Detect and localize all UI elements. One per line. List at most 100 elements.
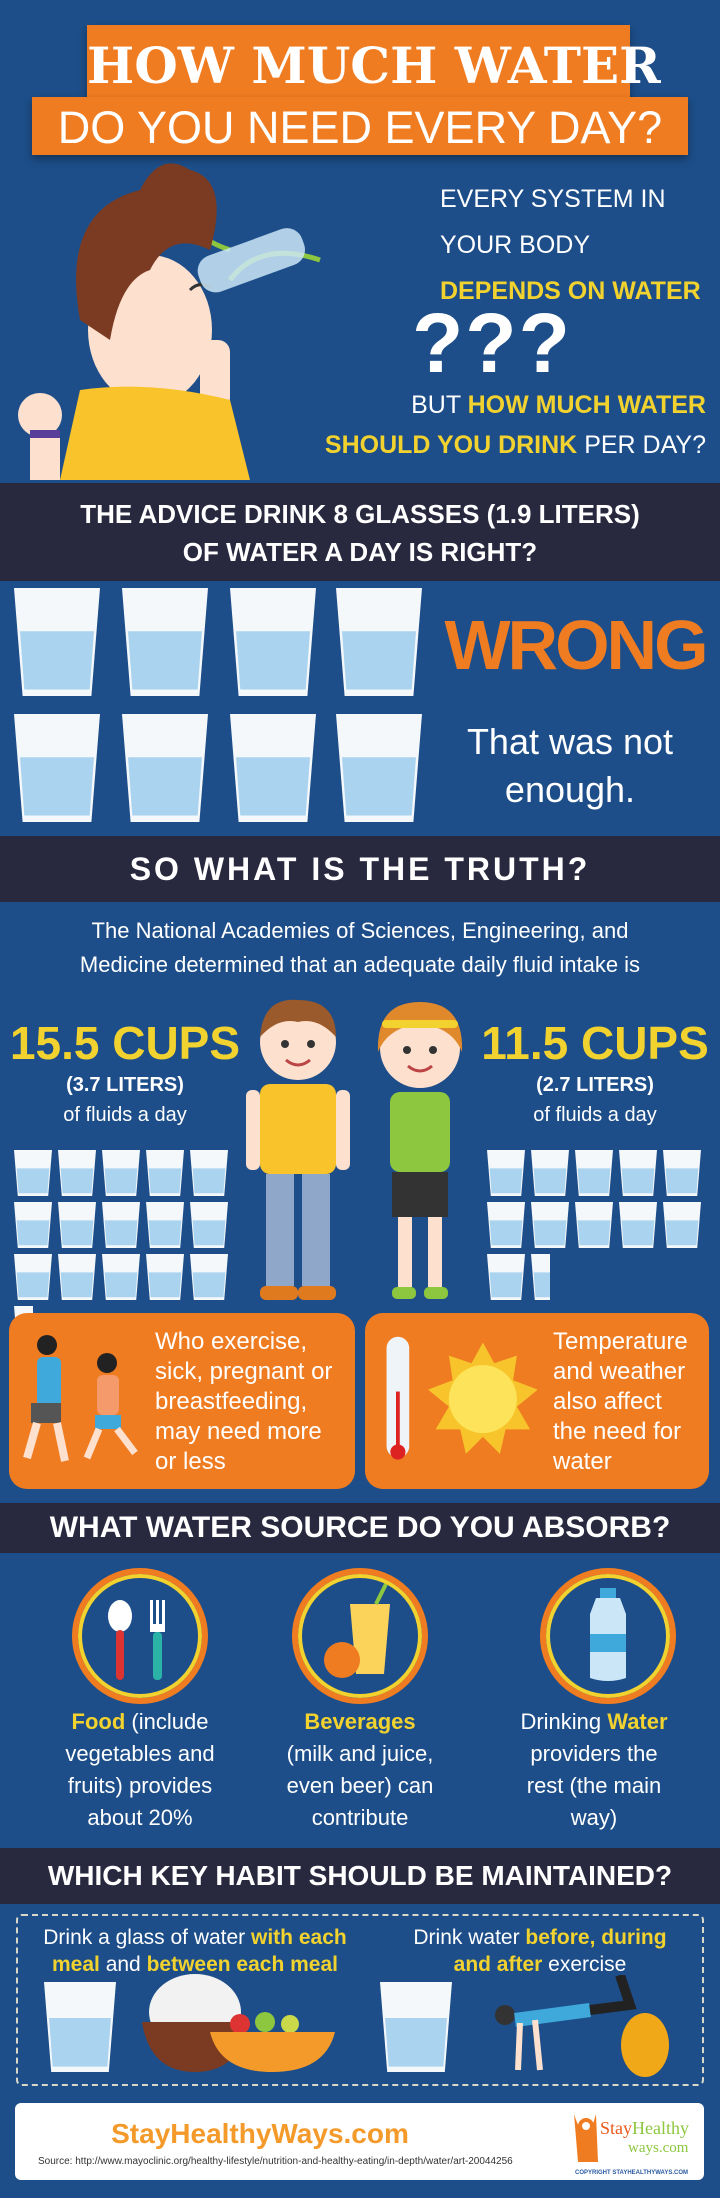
factor-line: and weather: [553, 1358, 686, 1385]
note-line2: enough.: [504, 769, 636, 810]
para-line2: Medicine determined that an adequate dai…: [79, 952, 641, 977]
meal-a: Drink a glass of water: [43, 1926, 252, 1949]
cup-icon: [531, 1254, 550, 1300]
cup-icon: [102, 1254, 140, 1300]
truth-paragraph: The National Academies of Sciences, Engi…: [0, 914, 720, 982]
water-line: rest (the main: [526, 1773, 662, 1798]
intro-question: BUT HOW MUCH WATER SHOULD YOU DRINK PER …: [325, 385, 706, 465]
water-glass-icon: [230, 714, 316, 822]
page-title-line1: HOW MUCH WATER: [87, 36, 661, 95]
beverage-line: even beer) can: [286, 1773, 434, 1798]
meal-e: between each meal: [146, 1953, 338, 1976]
truth-heading: SO WHAT IS THE TRUTH?: [0, 836, 720, 902]
water-line: providers the: [530, 1741, 658, 1766]
water-pre: Drinking: [520, 1709, 608, 1734]
water-glass-icon: [336, 588, 422, 696]
cup-icon: [146, 1150, 184, 1196]
thermometer-sun-icon: [386, 1336, 538, 1460]
ex-a: Drink water: [413, 1926, 526, 1949]
men-cups: 15.5 CUPS: [9, 1017, 241, 1069]
cup-icon: [487, 1202, 525, 1248]
water-glass-icon: [230, 588, 316, 696]
water-glass-icon: [122, 714, 208, 822]
cup-icon: [102, 1150, 140, 1196]
factor-card-weather: Temperature and weather also affect the nee…: [365, 1313, 709, 1489]
utensils-icon: [108, 1600, 165, 1680]
logo-figure-icon: [574, 2114, 598, 2162]
runners-icon: [23, 1335, 138, 1462]
cup-icon: [531, 1202, 569, 1248]
women-cups: 11.5 CUPS: [481, 1017, 709, 1069]
food-line: vegetables and: [65, 1741, 215, 1766]
footer-copyright: COPYRIGHT STAYHEALTHYWAYS.COM: [575, 2170, 689, 2176]
source-water: Drinking Water providers the rest (the m…: [478, 1706, 710, 1834]
factor-line: the need for: [553, 1418, 682, 1445]
habit-meal-text: Drink a glass of water with each meal an…: [20, 1924, 370, 1978]
cup-icon: [663, 1150, 701, 1196]
water-bottle-icon: [590, 1588, 626, 1681]
habit-exercise-text: Drink water before, during and after exe…: [380, 1924, 700, 1978]
water-glass-icon: [14, 588, 100, 696]
factor-card-exercise: Who exercise, sick, pregnant or breastfeed…: [9, 1313, 355, 1489]
food-line: fruits) provides: [67, 1773, 213, 1798]
para-line1: The National Academies of Sciences, Engi…: [91, 918, 629, 943]
factor-text-weather: Temperature and weather also affect the nee…: [553, 1327, 688, 1477]
source-beverages: Beverages (milk and juice, even beer) ca…: [240, 1706, 480, 1834]
ex-d: exercise: [542, 1953, 627, 1976]
cup-icon: [619, 1150, 657, 1196]
factor-line: Temperature: [553, 1328, 688, 1355]
cup-icon: [575, 1202, 613, 1248]
girl-illustration: [377, 1002, 463, 1299]
cup-icon: [575, 1150, 613, 1196]
cup-icon: [58, 1150, 96, 1196]
cup-icon: [102, 1202, 140, 1248]
food-label: Food: [71, 1709, 126, 1734]
source-food: Food (include vegetables and fruits) pro…: [20, 1706, 260, 1834]
cup-icon: [14, 1254, 52, 1300]
juice-icon: [324, 1583, 390, 1678]
cup-icon: [531, 1150, 569, 1196]
cup-icon: [190, 1150, 228, 1196]
beverage-line: (milk and juice,: [286, 1741, 434, 1766]
intro-text: EVERY SYSTEM IN YOUR BODY DEPENDS ON WAT…: [440, 176, 701, 314]
men-desc: of fluids a day: [63, 1104, 187, 1126]
cup-icon: [58, 1202, 96, 1248]
footer-site-link[interactable]: StayHealthyWays.com: [111, 2118, 409, 2149]
women-liters: (2.7 LITERS): [536, 1074, 654, 1096]
advice-note: That was not enough.: [440, 718, 700, 814]
food-rest: (include: [125, 1709, 209, 1734]
advice-heading: THE ADVICE DRINK 8 GLASSES (1.9 LITERS) …: [0, 483, 720, 581]
footer-source[interactable]: Source: http://www.mayoclinic.org/health…: [38, 2156, 513, 2167]
water-glass-icon: [122, 588, 208, 696]
intro-line1: EVERY SYSTEM IN: [440, 185, 666, 213]
food-circle: [72, 1568, 208, 1704]
cup-icon: [487, 1254, 525, 1300]
logo-subtext: ways.com: [628, 2140, 689, 2156]
cup-icon: [190, 1202, 228, 1248]
footer-logo: StayHealthy ways.com: [570, 2108, 700, 2168]
logo-text: StayHealthy: [600, 2118, 689, 2138]
food-bowls-icon: [142, 1974, 335, 2072]
wrong-verdict: WRONG: [444, 606, 708, 684]
boy-illustration: [246, 999, 350, 1300]
water-glass-icon: [380, 1982, 452, 2072]
intro-line2: YOUR BODY: [440, 231, 591, 259]
factor-line: sick, pregnant or: [155, 1358, 333, 1385]
water-glass-icon: [336, 714, 422, 822]
q1-a: BUT: [411, 391, 468, 419]
factor-line: also affect: [553, 1388, 662, 1415]
ex-c: and after: [453, 1953, 543, 1976]
beverage-label: Beverages: [304, 1709, 416, 1734]
cup-icon: [487, 1150, 525, 1196]
water-circle: [540, 1568, 676, 1704]
water-glass-icon: [44, 1982, 116, 2072]
advice-line2: OF WATER A DAY IS RIGHT?: [182, 537, 538, 567]
factor-line: breastfeeding,: [155, 1388, 308, 1415]
cup-icon: [58, 1254, 96, 1300]
men-liters: (3.7 LITERS): [66, 1074, 184, 1096]
factor-line: may need more: [155, 1418, 322, 1445]
food-line: about 20%: [87, 1805, 193, 1830]
boy-drinking-illustration: [18, 163, 321, 480]
beverage-circle: [292, 1568, 428, 1704]
beverage-line: contribute: [311, 1805, 409, 1830]
